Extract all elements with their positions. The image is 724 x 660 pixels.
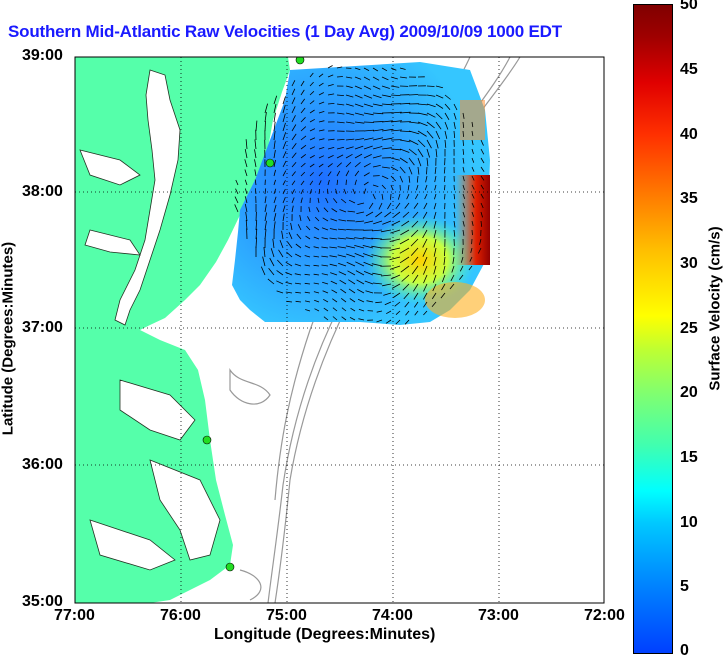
y-axis-label: Latitude (Degrees:Minutes) [0, 239, 17, 439]
x-tick: 76:00 [160, 607, 201, 625]
y-tick: 35:00 [22, 593, 63, 611]
x-tick: 72:00 [584, 607, 625, 625]
velocity-arrow [346, 180, 347, 185]
colorbar-tick: 30 [680, 255, 698, 273]
y-tick: 38:00 [22, 183, 63, 201]
velocity-arrow [328, 189, 329, 194]
x-tick: 74:00 [372, 607, 413, 625]
colorbar-tick: 0 [680, 642, 689, 660]
velocity-arrow [472, 230, 473, 235]
velocity-arrow [391, 194, 392, 200]
station-marker [226, 563, 234, 571]
velocity-arrow [409, 95, 418, 96]
colorbar-tick: 20 [680, 384, 698, 402]
colorbar-tick: 5 [680, 578, 689, 596]
colorbar-tick: 10 [680, 514, 698, 532]
colorbar-tick: 35 [680, 190, 698, 208]
colorbar-tick: 15 [680, 449, 698, 467]
x-axis-label: Longitude (Degrees:Minutes) [214, 626, 435, 644]
velocity-arrow [337, 77, 343, 78]
y-tick: 39:00 [22, 47, 63, 65]
x-tick: 75:00 [266, 607, 307, 625]
station-marker [266, 159, 274, 167]
colorbar-tick: 25 [680, 320, 698, 338]
velocity-arrow [265, 121, 266, 131]
colorbar-tick: 50 [680, 0, 698, 14]
y-tick: 37:00 [22, 319, 63, 337]
velocity-arrow [364, 122, 374, 123]
velocity-arrow [373, 122, 384, 123]
velocity-arrow [427, 86, 435, 87]
colorbar-tick: 45 [680, 61, 698, 79]
velocity-arrow [380, 239, 391, 240]
station-marker [203, 436, 211, 444]
x-tick: 73:00 [478, 607, 519, 625]
colorbar [633, 4, 673, 654]
y-tick: 36:00 [22, 456, 63, 474]
velocity-arrow [445, 194, 446, 199]
velocity-arrow [454, 185, 455, 190]
velocity-arrow [346, 230, 355, 231]
colorbar-label: Surface Velocity (cm/s) [707, 209, 724, 409]
colorbar-tick: 40 [680, 126, 698, 144]
velocity-arrow [427, 167, 428, 174]
